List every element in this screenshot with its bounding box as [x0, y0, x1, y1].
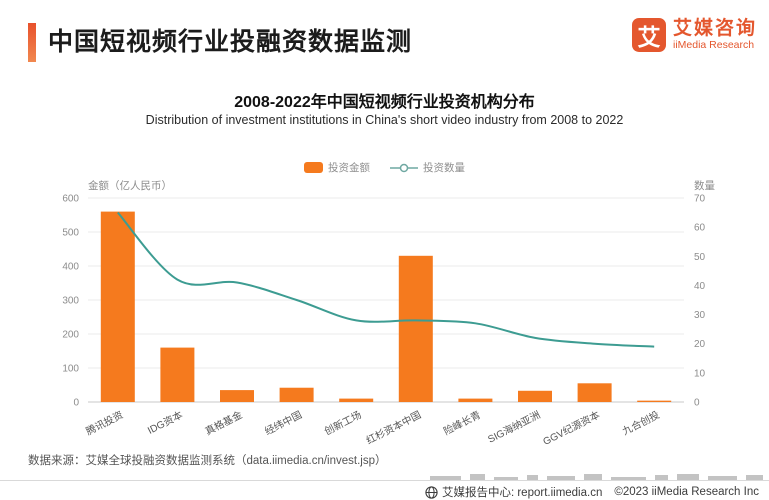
globe-icon [425, 485, 438, 499]
data-source-note: 数据来源：艾媒全球投融资数据监测系统（data.iimedia.cn/inves… [28, 455, 387, 467]
count-line [117, 211, 655, 348]
chart-legend: 投资金额 投资数量 [0, 160, 769, 175]
bar-GGV纪源资本 [577, 383, 612, 402]
title-accent-bar [28, 23, 36, 62]
legend-item-count: 投资数量 [390, 160, 465, 175]
bar-line-chart: 0 100 200 300 400 500 600 0 10 20 30 40 50 60 70 金额（亿人民… [0, 178, 769, 458]
watermark-dash [676, 474, 699, 480]
copyright-text: ©2023 iiMedia Research Inc [614, 486, 759, 498]
watermark-dash [746, 475, 763, 480]
watermark-dash [655, 475, 668, 480]
left-axis-label: 金额（亿人民币） [88, 179, 172, 192]
right-axis-label: 数量 [694, 179, 715, 192]
watermark-dash [611, 477, 647, 480]
watermark-fragments [430, 471, 763, 480]
bar-腾讯投资 [100, 211, 135, 402]
right-axis-tick: 60 [694, 223, 706, 234]
left-axis-tick: 400 [62, 262, 79, 273]
footer-divider [0, 480, 769, 481]
watermark-dash [583, 474, 603, 480]
chart-canvas: 0 100 200 300 400 500 600 0 10 20 30 40 50 60 70 金额（亿人民… [62, 179, 715, 448]
watermark-dash [547, 476, 575, 480]
right-axis-tick: 20 [694, 339, 706, 350]
category-label: SIG海纳亚洲 [485, 408, 542, 446]
legend-line-swatch-icon [390, 163, 418, 172]
legend-line-label: 投资数量 [423, 162, 465, 174]
right-axis-tick: 0 [694, 398, 700, 409]
logo-name-en: iiMedia Research [672, 39, 755, 51]
category-label: 腾讯投资 [84, 408, 126, 438]
logo-name-cn: 艾媒咨询 [672, 18, 757, 39]
legend-bar-swatch-icon [304, 162, 323, 173]
watermark-dash [526, 475, 539, 480]
watermark-dash [494, 477, 518, 480]
category-label: 创新工场 [322, 408, 364, 438]
right-axis-tick: 70 [694, 194, 706, 205]
bar-险峰长青 [458, 398, 493, 402]
right-axis-tick: 30 [694, 310, 706, 321]
category-label: 真格基金 [203, 408, 245, 438]
bar-九合创投 [637, 400, 672, 402]
watermark-dash [708, 476, 738, 480]
category-label: 红杉资本中国 [364, 408, 423, 447]
category-label: 九合创投 [620, 408, 662, 438]
left-axis-tick: 0 [73, 398, 79, 409]
category-label: IDG资本 [145, 408, 185, 437]
logo-wordmark: 艾媒咨询 iiMedia Research [672, 18, 757, 52]
report-center-text: 艾媒报告中心: report.iimedia.cn [441, 487, 603, 499]
page-title: 中国短视频行业投融资数据监测 [48, 28, 413, 56]
iimedia-logo-icon: 艾 [631, 18, 666, 52]
category-label: 险峰长青 [441, 408, 483, 438]
category-label: 经纬中国 [262, 408, 304, 438]
chart-subtitle: Distribution of investment institutions … [145, 113, 624, 127]
bar-真格基金 [220, 390, 254, 402]
category-label: GGV纪源资本 [541, 408, 602, 448]
watermark-dash [430, 476, 462, 480]
logo-glyph: 艾 [637, 24, 661, 50]
left-axis-tick: 200 [62, 330, 79, 341]
footer-bar: 艾媒报告中心: report.iimedia.cn ©2023 iiMedia … [425, 484, 759, 500]
left-axis-tick: 100 [62, 364, 79, 375]
bar-IDG资本 [160, 347, 195, 402]
chart-title: 2008-2022年中国短视频行业投资机构分布 [234, 94, 535, 111]
right-axis-tick: 50 [694, 252, 706, 263]
legend-item-amount: 投资金额 [304, 160, 370, 175]
left-axis-tick: 300 [62, 296, 79, 307]
right-axis-tick: 40 [694, 281, 706, 292]
iimedia-logo: 艾 艾媒咨询 iiMedia Research [631, 18, 757, 52]
bar-经纬中国 [279, 387, 314, 402]
report-center-link: 艾媒报告中心: report.iimedia.cn [425, 484, 602, 500]
bar-创新工场 [339, 398, 374, 402]
right-axis-tick: 10 [694, 368, 706, 379]
left-axis-tick: 500 [62, 228, 79, 239]
bar-SIG海纳亚洲 [518, 390, 552, 402]
watermark-dash [470, 474, 486, 480]
left-axis-tick: 600 [62, 194, 79, 205]
legend-bar-label: 投资金额 [328, 162, 370, 174]
bar-红杉资本中国 [398, 255, 433, 402]
